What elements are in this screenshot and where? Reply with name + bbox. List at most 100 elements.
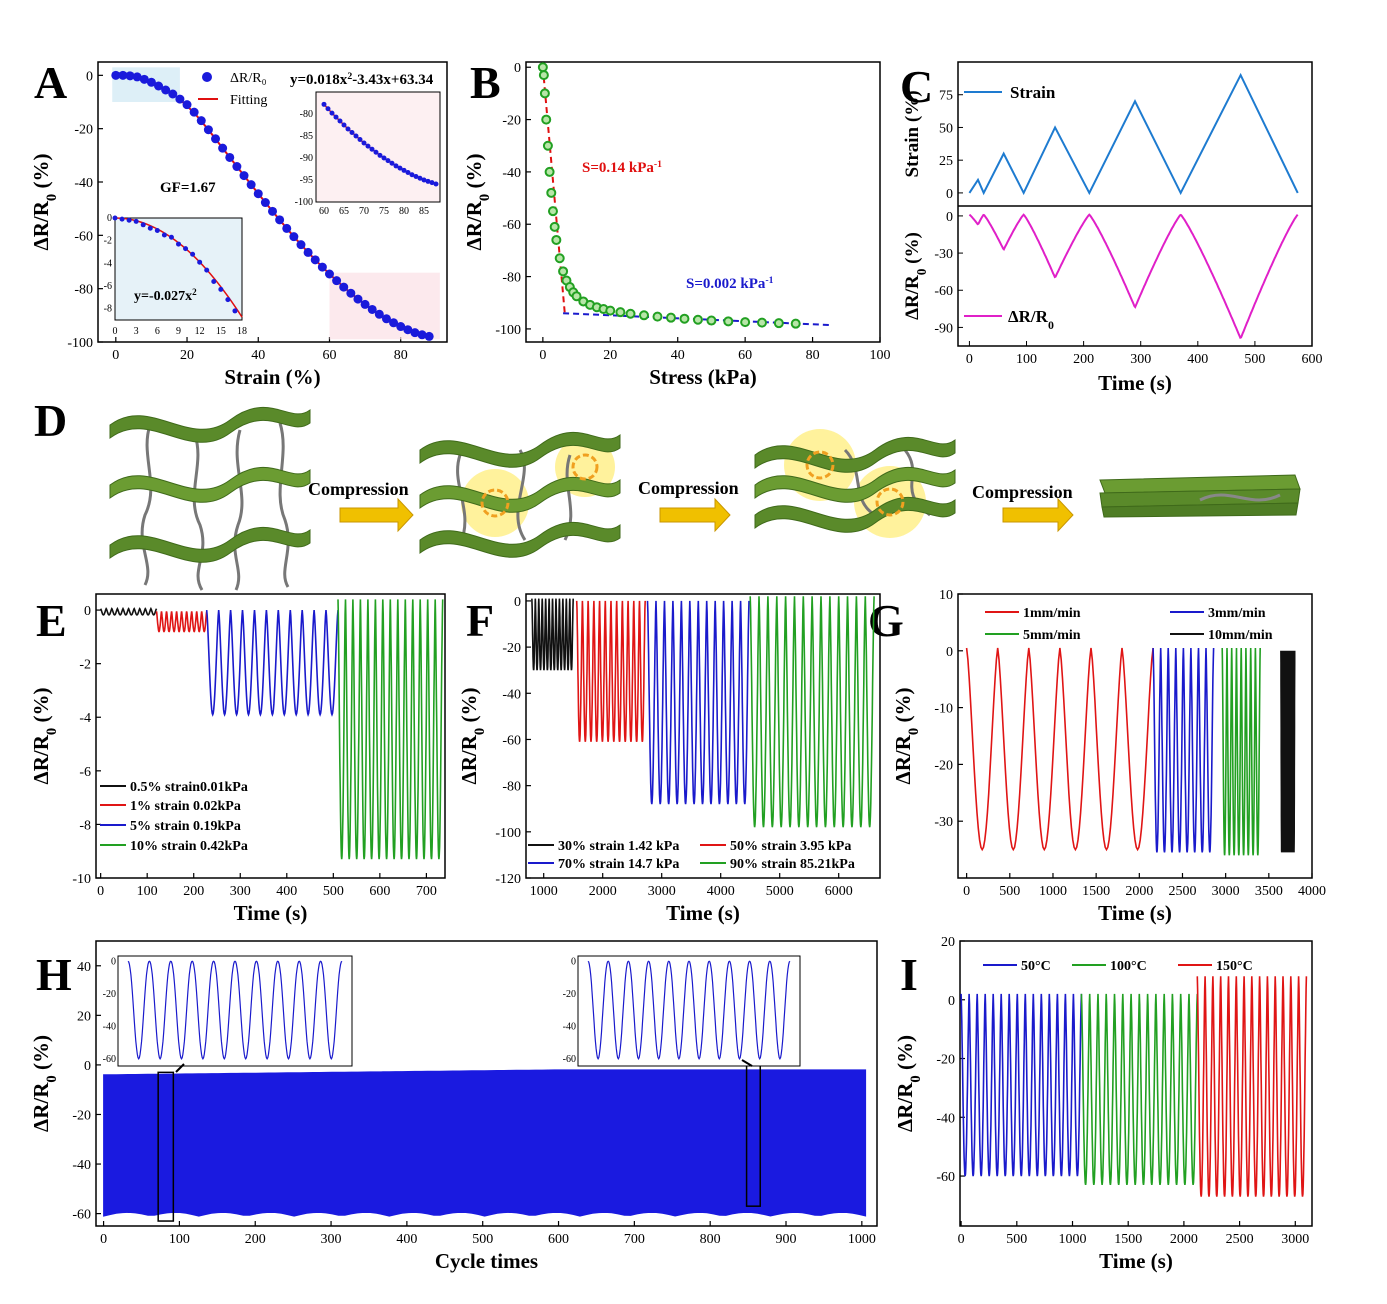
inset-x-tick: 65 bbox=[339, 206, 349, 217]
selection-box bbox=[157, 1071, 175, 1222]
y-tick-label: -20 bbox=[502, 641, 521, 656]
x-tick-label: 500 bbox=[472, 1232, 493, 1247]
inset-point bbox=[413, 173, 419, 179]
data-point bbox=[551, 234, 562, 245]
inset-point bbox=[321, 101, 327, 107]
x-tick-label: 1500 bbox=[1114, 1232, 1142, 1247]
inset-point bbox=[329, 110, 335, 116]
inset-line bbox=[127, 960, 343, 1060]
data-point bbox=[558, 266, 569, 277]
inset-x-tick: 15 bbox=[216, 326, 226, 337]
legend-label: 50% strain 3.95 kPa bbox=[730, 839, 851, 854]
y-tick-label: 0 bbox=[946, 187, 953, 202]
data-point bbox=[706, 315, 717, 326]
y-tick-label: 40 bbox=[77, 960, 91, 975]
x-tick-label: 300 bbox=[1130, 352, 1151, 367]
inset-x-tick: 9 bbox=[176, 326, 181, 337]
y-tick-label: 0 bbox=[514, 61, 521, 76]
data-point bbox=[541, 114, 552, 125]
inset-y-tick: -85 bbox=[300, 131, 313, 142]
y-tick-label: 20 bbox=[77, 1009, 91, 1024]
inset-point bbox=[140, 222, 146, 228]
data-point bbox=[554, 253, 565, 264]
data-point bbox=[296, 240, 306, 250]
y-tick-label: -60 bbox=[934, 284, 953, 299]
data-point bbox=[537, 62, 548, 73]
inset-point bbox=[433, 181, 439, 187]
data-point bbox=[757, 317, 767, 328]
y-tick-label: -40 bbox=[74, 176, 93, 191]
inset-x-tick: 18 bbox=[237, 326, 247, 337]
x-tick-label: 600 bbox=[1302, 352, 1323, 367]
y-tick-label: 0 bbox=[946, 210, 953, 225]
x-tick-label: 0 bbox=[966, 352, 973, 367]
inset-point bbox=[147, 225, 153, 231]
inset-x-tick: 0 bbox=[113, 326, 118, 337]
data-point bbox=[652, 311, 663, 322]
y-tick-label: -4 bbox=[79, 711, 91, 726]
x-tick-label: 5000 bbox=[766, 884, 794, 899]
compression-label-3: Compression bbox=[972, 482, 1073, 502]
series-line bbox=[1152, 647, 1215, 853]
legend-label: Fitting bbox=[230, 93, 267, 108]
y-tick-label: -20 bbox=[74, 123, 93, 138]
data-point bbox=[332, 276, 342, 286]
x-tick-label: 600 bbox=[548, 1232, 569, 1247]
data-point bbox=[282, 223, 292, 233]
legend-label: 3mm/min bbox=[1208, 606, 1266, 621]
legend-label: 70% strain 14.7 kPa bbox=[558, 857, 679, 872]
gf-annotation: GF=1.67 bbox=[160, 180, 216, 196]
chart-g: 0 500 1000 1500 2000 2500 3000 3500 4000 10 0 -10 -2… bbox=[891, 588, 1326, 925]
inset-x-tick: 60 bbox=[319, 206, 329, 217]
inset-y-tick: -8 bbox=[104, 304, 112, 315]
data-point bbox=[679, 313, 690, 324]
legend-label: ΔR/R0 bbox=[1008, 307, 1054, 332]
data-point bbox=[289, 232, 299, 242]
data-point bbox=[542, 140, 553, 151]
panel-label-d: D bbox=[34, 395, 67, 446]
data-point bbox=[339, 282, 349, 292]
data-point bbox=[203, 125, 213, 135]
inset-x-tick: 6 bbox=[155, 326, 160, 337]
highlight-high bbox=[329, 272, 440, 340]
y-tick-label: 20 bbox=[941, 935, 955, 950]
x-tick-label: 4000 bbox=[707, 884, 735, 899]
chart-f: 1000 2000 3000 4000 5000 6000 0 -20 -40 -60 -80 -10… bbox=[457, 593, 881, 925]
inset-point bbox=[369, 146, 375, 152]
x-tick-label: 4000 bbox=[1298, 884, 1326, 899]
compression-arrow-2: Compression bbox=[638, 478, 739, 533]
panel-label-a: A bbox=[34, 57, 67, 108]
schematic-state-4 bbox=[1099, 474, 1301, 518]
inset-point bbox=[119, 216, 125, 222]
data-point bbox=[225, 152, 235, 162]
inset-point bbox=[373, 149, 379, 155]
y-tick-label: -40 bbox=[502, 166, 521, 181]
y-tick-label: -2 bbox=[79, 658, 91, 673]
panel-label-b: B bbox=[470, 57, 501, 108]
inset-point bbox=[345, 126, 351, 132]
x-axis-label: Time (s) bbox=[1098, 901, 1172, 925]
legend-label: 10% strain 0.42kPa bbox=[130, 839, 248, 854]
inset-frame bbox=[577, 955, 801, 1067]
data-point bbox=[546, 187, 557, 198]
y-tick-label: -80 bbox=[502, 780, 521, 795]
y-tick-label: 0 bbox=[946, 645, 953, 660]
y-tick-label: 0 bbox=[84, 604, 91, 619]
chart-e: 0 100 200 300 400 500 600 700 0 -2 -4 -6 -8 -10 Time (… bbox=[29, 593, 446, 925]
inset-y-tick: -60 bbox=[563, 1054, 576, 1065]
plot-frame bbox=[957, 61, 1313, 347]
y-tick-label: -90 bbox=[934, 321, 953, 336]
x-tick-label: 60 bbox=[322, 348, 336, 363]
chart-h: 0 100 200 300 400 500 600 700 800 900 100040200-20… bbox=[29, 940, 878, 1273]
inset-point bbox=[211, 278, 217, 284]
inset-y-tick: -20 bbox=[563, 989, 576, 1000]
y-tick-label: -100 bbox=[495, 323, 521, 338]
strain-line bbox=[968, 72, 1299, 196]
inset-point bbox=[126, 217, 132, 223]
y-tick-label: -40 bbox=[72, 1158, 91, 1173]
inset-point bbox=[112, 215, 118, 221]
data-point bbox=[232, 162, 242, 172]
data-point bbox=[403, 325, 413, 335]
plot-frame bbox=[95, 593, 446, 879]
legend-label: 90% strain 85.21kPa bbox=[730, 857, 855, 872]
